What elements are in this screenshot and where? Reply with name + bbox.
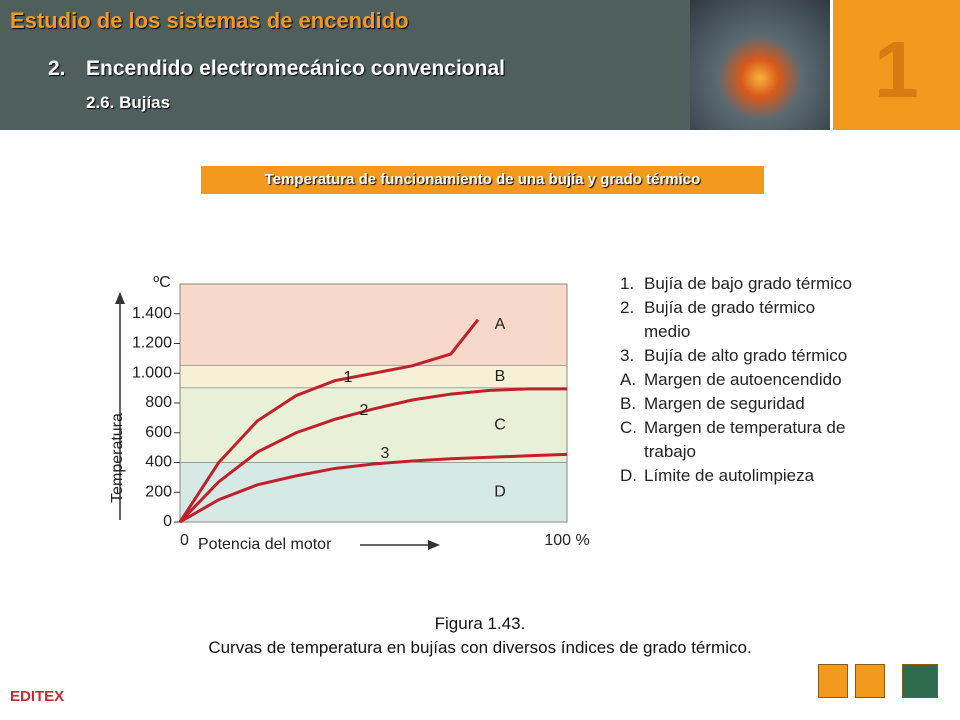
y-tick-label: 1.200 <box>132 335 172 352</box>
zone-label: D <box>494 483 506 500</box>
y-tick-label: 800 <box>145 394 172 411</box>
legend-text: Bujía de grado térmico medio <box>644 298 816 341</box>
y-tick-label: 400 <box>145 454 172 471</box>
title: Estudio de los sistemas de encendido <box>10 8 409 33</box>
y-tick-label: 1.000 <box>132 364 172 381</box>
caption-text: Curvas de temperatura en bujías con dive… <box>208 638 752 657</box>
next-button[interactable] <box>855 664 885 698</box>
legend-key: A. <box>620 370 637 389</box>
series-label: 3 <box>381 445 390 462</box>
legend-key: 3. <box>620 346 635 365</box>
zone <box>180 388 567 463</box>
legend-text: Margen de seguridad <box>644 394 805 413</box>
caption: Figura 1.43. Curvas de temperatura en bu… <box>200 612 760 660</box>
legend-item: C. Margen de temperatura de trabajo <box>620 416 860 464</box>
x-arrow-head <box>428 540 440 550</box>
header-image <box>690 0 830 130</box>
legend-key: 1. <box>620 274 635 293</box>
legend-item: 2. Bujía de grado térmico medio <box>620 296 860 344</box>
legend-key: D. <box>620 466 637 485</box>
legend-item: B. Margen de seguridad <box>620 392 860 416</box>
y-tick-label: 600 <box>145 424 172 441</box>
legend-text: Bujía de bajo grado térmico <box>644 274 852 293</box>
legend-item: 1. Bujía de bajo grado térmico <box>620 272 860 296</box>
x-tick-label: 0 <box>180 532 189 549</box>
series-label: 2 <box>360 402 369 419</box>
y-axis-label: Temperatura <box>109 413 126 503</box>
zone <box>180 462 567 522</box>
legend-text: Bujía de alto grado térmico <box>644 346 848 365</box>
x-axis-label: Potencia del motor <box>198 536 332 553</box>
line <box>178 387 567 524</box>
y-arrow-head <box>115 292 125 304</box>
legend-text: Margen de autoencendido <box>644 370 842 389</box>
header-band <box>0 0 690 130</box>
line <box>179 452 568 524</box>
zone <box>180 365 567 389</box>
prev-button[interactable] <box>818 664 848 698</box>
zone-label: B <box>495 368 506 385</box>
legend-item: D. Límite de autolimpieza <box>620 464 860 488</box>
legend-text: Margen de temperatura de trabajo <box>644 418 846 461</box>
legend-item: A. Margen de autoencendido <box>620 368 860 392</box>
y-tick-label: 1.400 <box>132 305 172 322</box>
y-tick-label: 200 <box>145 483 172 500</box>
section-number: 2. <box>48 57 66 80</box>
zone <box>180 284 567 366</box>
series-label: 1 <box>344 369 353 386</box>
logo: EDITEX <box>10 688 65 705</box>
y-tick-label: 0 <box>163 513 172 530</box>
legend-key: B. <box>620 394 637 413</box>
caption-title: Figura 1.43. <box>434 614 526 633</box>
zone-label: A <box>495 316 506 333</box>
section: Encendido electromecánico convencional <box>86 57 505 80</box>
line <box>178 318 480 523</box>
legend-key: C. <box>620 418 637 437</box>
legend-text: Límite de autolimpieza <box>644 466 815 485</box>
subsection: 2.6. Bujías <box>86 93 171 112</box>
zone-label: C <box>494 417 506 434</box>
legend-key: 2. <box>620 298 635 317</box>
banner: Temperatura de funcionamiento de una buj… <box>201 166 764 194</box>
legend-item: 3. Bujía de alto grado térmico <box>620 344 860 368</box>
y-unit: ºC <box>153 274 170 291</box>
x-tick-label: 100 % <box>544 532 589 549</box>
chapter-number: 1 <box>833 0 960 130</box>
legend: 1. Bujía de bajo grado térmico 2. Bujía de … <box>620 272 860 488</box>
home-button[interactable] <box>902 664 938 698</box>
